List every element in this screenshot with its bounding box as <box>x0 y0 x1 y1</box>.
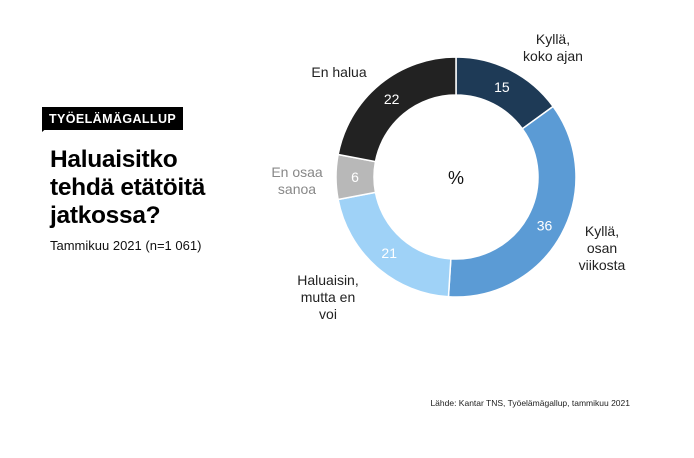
kicker-notch <box>42 126 49 132</box>
slice-value-label: 36 <box>537 218 553 234</box>
source-note: Lähde: Kantar TNS, Työelämägallup, tammi… <box>430 398 630 408</box>
kicker-label: TYÖELÄMÄGALLUP <box>42 107 184 130</box>
slice-value-label: 15 <box>494 79 510 95</box>
donut-slice-1 <box>447 105 577 298</box>
donut-center-label: % <box>448 168 464 188</box>
slice-category-label: Kyllä, osan viikosta <box>579 223 626 273</box>
slice-category-label: Haluaisin, mutta en voi <box>297 272 358 322</box>
chart-subtitle: Tammikuu 2021 (n=1 061) <box>50 238 202 253</box>
chart-title: Haluaisitko tehdä etätöitä jatkossa? <box>50 146 206 229</box>
slice-category-label: En osaa sanoa <box>271 164 323 197</box>
donut-slice-4 <box>337 56 457 163</box>
slice-value-label: 21 <box>381 245 397 261</box>
slice-category-label: En halua <box>311 64 366 80</box>
slice-value-label: 6 <box>351 169 359 185</box>
slice-value-label: 22 <box>384 91 400 107</box>
slice-category-label: Kyllä, koko ajan <box>523 31 583 64</box>
